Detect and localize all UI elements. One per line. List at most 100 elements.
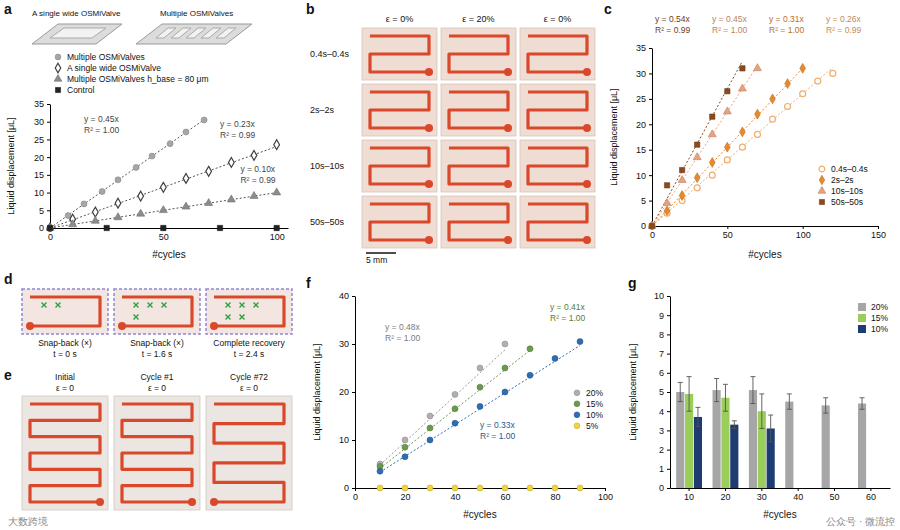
column-label: ε = 0% bbox=[544, 14, 571, 24]
photo bbox=[441, 84, 516, 136]
data-point bbox=[138, 191, 144, 201]
x-axis-tick: 50 bbox=[830, 488, 840, 502]
panel-letter: g bbox=[628, 275, 637, 291]
channel-end bbox=[504, 124, 512, 132]
y-axis-tick: 9 bbox=[659, 311, 670, 321]
channel-end bbox=[26, 322, 34, 330]
data-point bbox=[552, 485, 558, 491]
legend: Multiple OSMiValvesA single wide OSMiVal… bbox=[54, 52, 208, 95]
data-point bbox=[452, 406, 458, 412]
bar bbox=[858, 404, 866, 488]
y-axis-tick-mark bbox=[667, 334, 670, 335]
y-axis-tick: 3 bbox=[659, 426, 670, 436]
data-point bbox=[69, 220, 77, 227]
snap-back-mark bbox=[240, 303, 245, 308]
y-axis-tick-mark bbox=[352, 440, 355, 441]
x-axis-tick: 10 bbox=[684, 488, 694, 502]
x-axis-tick-mark bbox=[803, 226, 804, 229]
y-axis-tick-mark bbox=[47, 157, 50, 158]
y-axis-tick-label: 25 bbox=[34, 135, 44, 145]
data-point bbox=[452, 485, 458, 491]
data-point bbox=[104, 225, 109, 230]
legend-label: 15% bbox=[586, 399, 603, 409]
bar bbox=[749, 390, 757, 488]
legend-marker bbox=[818, 187, 826, 194]
plot-marks bbox=[377, 339, 583, 491]
y-axis-tick: 35 bbox=[636, 43, 652, 53]
fit-line bbox=[50, 120, 204, 228]
data-point bbox=[708, 130, 716, 137]
legend-marker bbox=[574, 390, 580, 396]
x-axis-tick-label: 100 bbox=[598, 492, 613, 502]
legend-label: 10% bbox=[586, 410, 603, 420]
channel bbox=[528, 36, 587, 72]
data-point bbox=[377, 485, 383, 491]
data-point bbox=[830, 70, 836, 76]
y-axis-tick-mark bbox=[352, 296, 355, 297]
legend-label: A single wide OSMiValve bbox=[67, 63, 161, 73]
photo-frame bbox=[206, 289, 292, 334]
legend-label: 15% bbox=[871, 313, 888, 323]
error-bar bbox=[678, 382, 683, 401]
scale-bar bbox=[366, 252, 396, 254]
channel bbox=[449, 36, 508, 72]
plot-marks bbox=[648, 61, 836, 230]
legend-label: 20% bbox=[871, 302, 888, 312]
x-axis-title: #cycles bbox=[463, 509, 496, 520]
y-axis-tick: 0 bbox=[344, 483, 355, 493]
frame-time: t = 2.4 s bbox=[234, 349, 264, 359]
data-point bbox=[502, 365, 508, 371]
x-axis-tick-label: 40 bbox=[793, 492, 803, 502]
x-axis-tick-mark bbox=[605, 488, 606, 491]
y-axis-tick: 10 bbox=[339, 435, 355, 445]
data-point bbox=[115, 177, 121, 183]
fit-r-squared: R² = 1.00 bbox=[84, 125, 119, 135]
x-axis-tick-label: 50 bbox=[830, 492, 840, 502]
data-point bbox=[679, 191, 685, 201]
photo-frame bbox=[114, 289, 200, 334]
x-axis-tick-label: 10 bbox=[684, 492, 694, 502]
x-axis-title: #cycles bbox=[152, 249, 185, 260]
data-point bbox=[92, 207, 98, 217]
frame-strain: ε = 0 bbox=[240, 383, 258, 393]
data-point bbox=[552, 355, 558, 361]
data-point bbox=[149, 153, 155, 159]
channel-end bbox=[504, 180, 512, 188]
error-bar bbox=[768, 415, 773, 442]
photo bbox=[362, 28, 437, 80]
error-bar bbox=[759, 394, 764, 429]
snap-back-mark bbox=[42, 303, 47, 308]
bar bbox=[730, 425, 738, 488]
y-axis-tick-mark bbox=[47, 104, 50, 105]
y-axis-tick: 8 bbox=[659, 330, 670, 340]
plot-marks bbox=[676, 377, 866, 488]
channel bbox=[30, 297, 100, 326]
y-axis: 05101520253035 bbox=[34, 99, 51, 233]
snap-back-mark bbox=[226, 315, 231, 320]
y-axis-tick-mark bbox=[667, 354, 670, 355]
frame-strain: ε = 0 bbox=[148, 383, 166, 393]
fit-line bbox=[652, 68, 803, 226]
error-bar bbox=[823, 398, 828, 413]
data-point bbox=[183, 173, 189, 183]
y-axis-tick-mark bbox=[649, 48, 652, 49]
data-point bbox=[81, 201, 87, 207]
data-point bbox=[217, 225, 222, 230]
y-axis: 05101520253035 bbox=[636, 43, 653, 231]
data-point bbox=[649, 223, 654, 228]
y-axis-tick: 15 bbox=[34, 170, 50, 180]
data-point bbox=[182, 202, 190, 209]
data-point bbox=[527, 346, 533, 352]
data-point bbox=[46, 223, 54, 230]
channel-end bbox=[504, 68, 512, 76]
legend-label: 10s–10s bbox=[831, 186, 863, 196]
data-point bbox=[785, 104, 791, 110]
panel-letter: f bbox=[306, 275, 311, 291]
error-bar bbox=[695, 407, 700, 426]
y-axis-tick-mark bbox=[649, 201, 652, 202]
y-axis-tick: 10 bbox=[34, 188, 50, 198]
channel-end bbox=[425, 236, 433, 244]
data-point bbox=[206, 166, 212, 176]
y-axis-tick: 2 bbox=[659, 445, 670, 455]
row-label: 0.4s–0.4s bbox=[310, 49, 350, 59]
